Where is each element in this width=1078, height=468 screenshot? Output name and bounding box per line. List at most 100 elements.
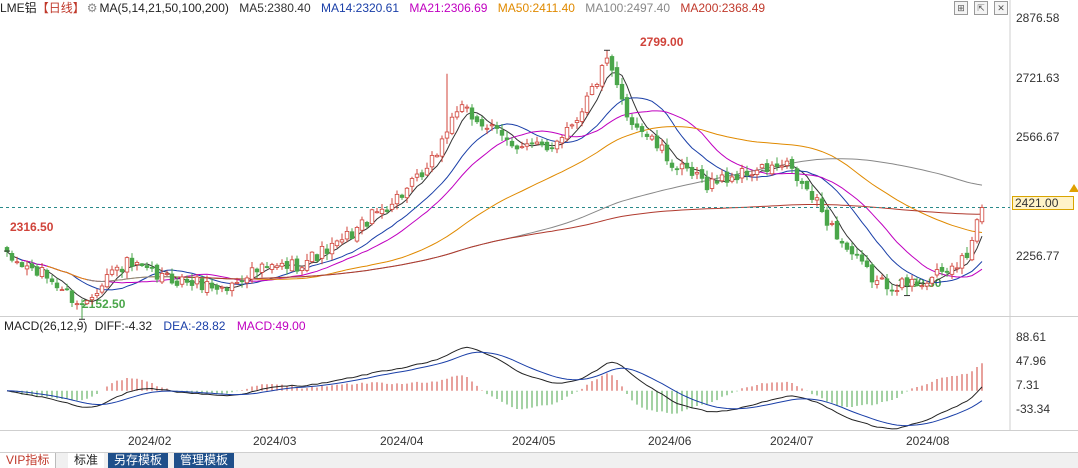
candle-down <box>4 247 10 253</box>
period-label[interactable]: 【日线】 <box>36 1 85 15</box>
candle-up <box>429 155 435 168</box>
candle-up <box>309 251 315 262</box>
candle-down <box>699 169 705 179</box>
candle-down <box>294 258 300 272</box>
candle-up <box>969 240 975 261</box>
candle-up <box>459 104 465 112</box>
candle-up <box>124 257 130 273</box>
candle-down <box>629 117 635 125</box>
candle-up <box>329 242 335 255</box>
candle-up <box>439 138 445 157</box>
candle-up <box>394 193 400 205</box>
close-icon[interactable]: ✕ <box>994 1 1008 15</box>
macd-tick-label: 47.96 <box>1016 354 1046 368</box>
candle-up <box>59 289 65 292</box>
time-tick-label: 2024/08 <box>906 434 950 448</box>
candle-up <box>249 267 255 280</box>
macd-tick-label: -33.34 <box>1016 402 1050 416</box>
candle-up <box>574 120 580 123</box>
candle-up <box>454 111 460 118</box>
candle-up <box>164 273 170 275</box>
settings-gear-icon[interactable]: ⚙ <box>86 1 98 15</box>
ma200-value: MA200:2368.49 <box>680 1 766 15</box>
candle-up <box>89 297 95 301</box>
macd-tick-label: 7.31 <box>1016 378 1040 392</box>
bottom-toolbar: VIP指标 标准 另存模板 管理模板 <box>0 452 1078 468</box>
price-chart-header: LME铝【日线】 ⚙ MA(5,14,21,50,100,200) MA5:2380… <box>0 0 940 18</box>
expand-icon[interactable]: ⇱ <box>974 1 988 15</box>
candle-down <box>469 107 475 120</box>
candle-down <box>689 166 695 176</box>
macd-macd-value: MACD:49.00 <box>237 319 306 333</box>
candle-up <box>74 303 80 306</box>
candle-up <box>194 276 200 285</box>
candle-up <box>579 111 585 122</box>
candle-up <box>519 146 525 149</box>
high-price-annotation: 2799.00 <box>640 35 684 49</box>
candle-up <box>109 269 115 275</box>
macd-dea-value: DEA:-28.82 <box>163 319 225 333</box>
candle-down <box>69 290 75 303</box>
tab-standard[interactable]: 标准 <box>68 453 105 468</box>
candle-down <box>189 280 195 286</box>
macd-title: MACD(26,12,9) <box>4 319 87 333</box>
candle-down <box>774 163 780 167</box>
candle-up <box>784 160 790 166</box>
candle-up <box>104 274 110 288</box>
tab-vip-indicators[interactable]: VIP指标 <box>0 453 57 468</box>
macd-tick-label: 88.61 <box>1016 330 1046 344</box>
grid-toggle-icon[interactable]: ⊞ <box>954 1 968 15</box>
candle-up <box>234 282 240 284</box>
tab-manage-template[interactable]: 管理模板 <box>174 453 235 468</box>
candle-up <box>404 187 410 199</box>
ma5-value: MA5:2380.40 <box>239 1 311 15</box>
candle-up <box>534 141 540 145</box>
candle-up <box>444 131 450 139</box>
candle-up <box>749 174 755 177</box>
candle-up <box>134 262 140 265</box>
candle-down <box>324 248 330 254</box>
candle-down <box>499 130 505 136</box>
time-tick-label: 2024/05 <box>512 434 556 448</box>
time-tick-label: 2024/04 <box>380 434 424 448</box>
candle-down <box>154 264 160 280</box>
candle-down <box>704 176 710 191</box>
candle-down <box>734 174 740 181</box>
candle-up <box>594 84 600 87</box>
candle-up <box>299 267 305 272</box>
candle-up <box>649 135 655 140</box>
candle-down <box>264 266 270 268</box>
candle-up <box>389 203 395 210</box>
ma-params-label: MA(5,14,21,50,100,200) <box>99 1 229 15</box>
candle-down <box>864 260 870 267</box>
candle-down <box>849 246 855 255</box>
candle-up <box>909 278 915 287</box>
candle-up <box>929 276 935 284</box>
tab-save-template[interactable]: 另存模板 <box>108 453 169 468</box>
candle-up <box>589 86 595 95</box>
candle-down <box>939 267 945 272</box>
candle-up <box>274 265 280 268</box>
candle-up <box>679 163 685 170</box>
candle-down <box>64 288 70 291</box>
candle-up <box>434 154 440 158</box>
candle-down <box>399 194 405 198</box>
candle-up <box>554 140 560 150</box>
candle-down <box>744 170 750 176</box>
candle-up <box>39 267 45 277</box>
candlestick-chart[interactable]: 2876.58 2721.63 2566.67 2256.77 88.61 47… <box>0 0 1078 452</box>
candle-down <box>824 209 830 226</box>
candle-up <box>919 285 925 288</box>
candle-down <box>839 240 845 244</box>
candle-up <box>694 172 700 175</box>
candle-up <box>779 165 785 168</box>
time-tick-label: 2024/03 <box>253 434 297 448</box>
price-tick-label: 2721.63 <box>1016 71 1060 85</box>
candle-up <box>279 262 285 267</box>
candle-down <box>764 163 770 172</box>
candle-up <box>894 290 900 292</box>
candle-down <box>639 126 645 132</box>
candle-down <box>794 168 800 182</box>
candle-up <box>304 260 310 271</box>
candle-up <box>359 219 365 231</box>
